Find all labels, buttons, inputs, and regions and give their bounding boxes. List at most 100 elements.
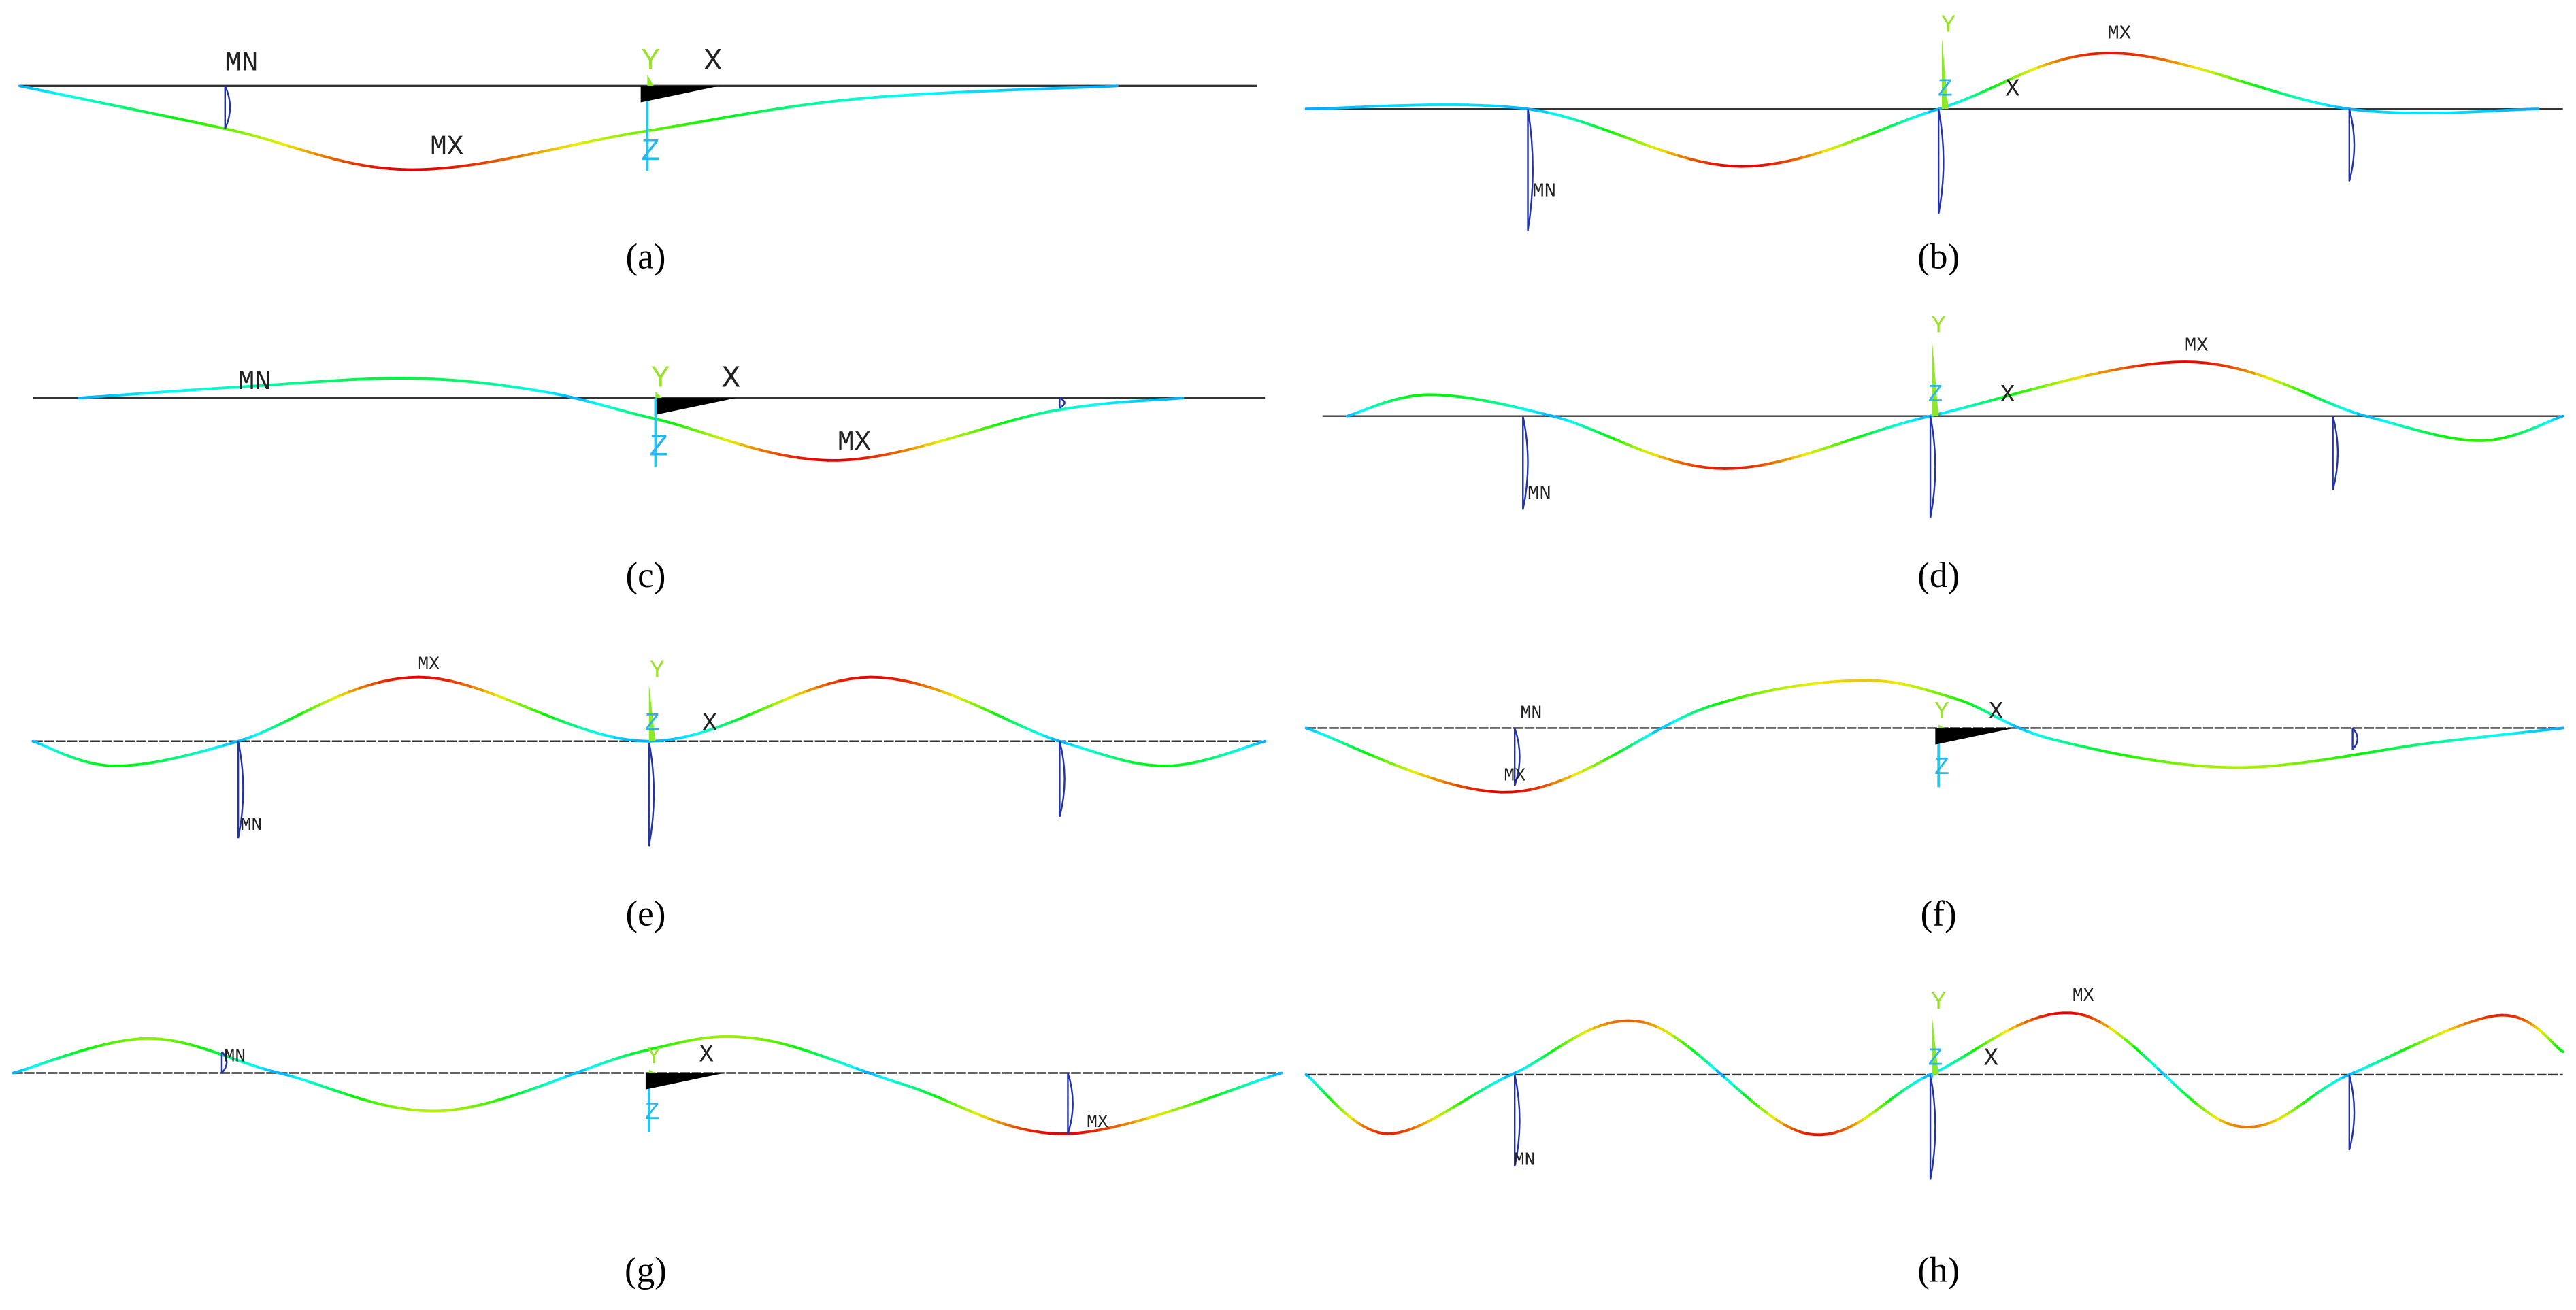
mode-shape bbox=[2015, 1021, 2026, 1028]
mode-shape bbox=[2560, 1049, 2564, 1054]
mode-shape bbox=[575, 1067, 589, 1075]
mode-shape bbox=[1030, 1129, 1042, 1134]
mode-shape bbox=[2189, 1097, 2200, 1107]
mode-shape bbox=[2392, 1049, 2404, 1056]
support-spike bbox=[1929, 1074, 1936, 1180]
mode-shape bbox=[1121, 1120, 1137, 1126]
mode-shape bbox=[1649, 1022, 1659, 1029]
mode-shape bbox=[2292, 386, 2303, 393]
mode-shape bbox=[1964, 95, 1975, 101]
mode-shape bbox=[2336, 105, 2351, 111]
mode-shape bbox=[969, 428, 983, 434]
mode-shape bbox=[964, 1107, 975, 1114]
mode-shape bbox=[530, 707, 545, 716]
mode-shape bbox=[1058, 407, 1070, 412]
mode-shape bbox=[78, 1047, 89, 1053]
mode-shape bbox=[360, 163, 373, 168]
support-spike bbox=[1513, 1074, 1521, 1167]
mode-shape bbox=[578, 726, 593, 733]
mode-shape bbox=[1955, 98, 1967, 105]
mode-shape bbox=[2175, 762, 2187, 766]
support-spike bbox=[1527, 108, 1534, 231]
mode-shape bbox=[506, 698, 521, 706]
mode-shape bbox=[304, 380, 316, 384]
mode-shape bbox=[817, 1054, 828, 1059]
mode-shape bbox=[2066, 741, 2078, 747]
mode-shape bbox=[894, 1080, 905, 1086]
support-spike bbox=[1937, 108, 1945, 214]
mode-shape bbox=[1943, 1062, 1953, 1069]
mode-shape bbox=[1689, 1047, 1701, 1058]
panel-caption: (e) bbox=[625, 894, 665, 933]
mode-shape bbox=[2333, 404, 2345, 410]
mn-label: MN bbox=[240, 815, 262, 835]
mode-shape bbox=[1708, 162, 1722, 167]
mode-shape bbox=[1988, 83, 2000, 90]
mn-label: MN bbox=[1532, 180, 1556, 203]
mode-shape bbox=[1466, 786, 1481, 792]
mode-shape bbox=[306, 150, 318, 156]
mode-shape bbox=[1862, 430, 1877, 437]
mode-shape bbox=[693, 120, 706, 124]
mode-shape bbox=[1895, 420, 1909, 426]
mode-shape bbox=[869, 675, 882, 679]
mode-shape bbox=[807, 457, 820, 462]
mode-shape bbox=[1477, 788, 1492, 793]
mode-shape bbox=[768, 450, 781, 456]
mode-shape bbox=[1677, 460, 1689, 466]
mode-shape bbox=[1801, 450, 1814, 457]
mode-shape bbox=[797, 456, 810, 460]
mode-shape bbox=[2090, 52, 2102, 56]
mode-shape bbox=[1324, 734, 1336, 741]
mode-shape bbox=[558, 144, 573, 150]
mode-shape bbox=[2157, 1067, 2168, 1078]
mode-shape bbox=[156, 113, 172, 119]
mode-shape bbox=[2341, 407, 2352, 413]
mode-shape bbox=[510, 154, 526, 159]
mode-shape bbox=[931, 686, 944, 693]
mode-shape bbox=[765, 107, 778, 112]
axis-z-label: Z bbox=[1928, 1044, 1943, 1072]
mode-shape bbox=[887, 1078, 897, 1084]
mode-shape bbox=[380, 1103, 393, 1108]
mode-shape bbox=[1479, 103, 1495, 107]
mode-shape bbox=[518, 703, 533, 711]
mode-shape bbox=[712, 435, 725, 441]
mode-shape bbox=[1076, 1130, 1090, 1135]
mode-shape bbox=[1906, 417, 1921, 424]
mode-shape bbox=[1851, 135, 1864, 143]
mode-shape bbox=[783, 694, 797, 701]
mode-shape bbox=[1591, 124, 1606, 131]
mode-shape bbox=[2173, 1083, 2184, 1093]
mode-shape bbox=[1781, 158, 1794, 164]
mode-shape bbox=[650, 127, 664, 132]
mode-shape bbox=[1219, 1088, 1233, 1096]
mode-shape bbox=[1640, 449, 1653, 455]
mode-shape bbox=[2108, 1026, 2119, 1035]
mode-shape bbox=[94, 1043, 105, 1048]
mode-shape bbox=[2422, 741, 2433, 745]
mx-label: MX bbox=[2073, 986, 2094, 1006]
mode-shape bbox=[2044, 381, 2061, 388]
mode-shape bbox=[1880, 124, 1893, 131]
mode-shape bbox=[1730, 165, 1743, 168]
mode-shape bbox=[1612, 748, 1625, 757]
mode-shape bbox=[2486, 109, 2498, 113]
support-spike bbox=[1929, 416, 1936, 518]
mode-shape bbox=[805, 686, 819, 692]
mode-shape bbox=[1250, 1078, 1262, 1085]
mode-shape bbox=[948, 1101, 959, 1107]
mode-shape bbox=[415, 1109, 427, 1113]
mode-shape bbox=[1134, 1117, 1149, 1124]
mode-shape bbox=[1378, 104, 1393, 108]
mode-shape bbox=[1613, 132, 1627, 139]
mode-shape bbox=[1698, 705, 1711, 711]
mode-shape bbox=[261, 137, 274, 143]
mode-shape bbox=[1724, 1077, 1736, 1088]
mode-shape bbox=[199, 387, 212, 391]
mode-shape bbox=[102, 1041, 113, 1047]
mode-shape bbox=[1051, 737, 1061, 743]
mode-shape bbox=[460, 682, 475, 689]
axis-z-label: Z bbox=[641, 134, 660, 169]
mode-shape bbox=[86, 99, 101, 104]
